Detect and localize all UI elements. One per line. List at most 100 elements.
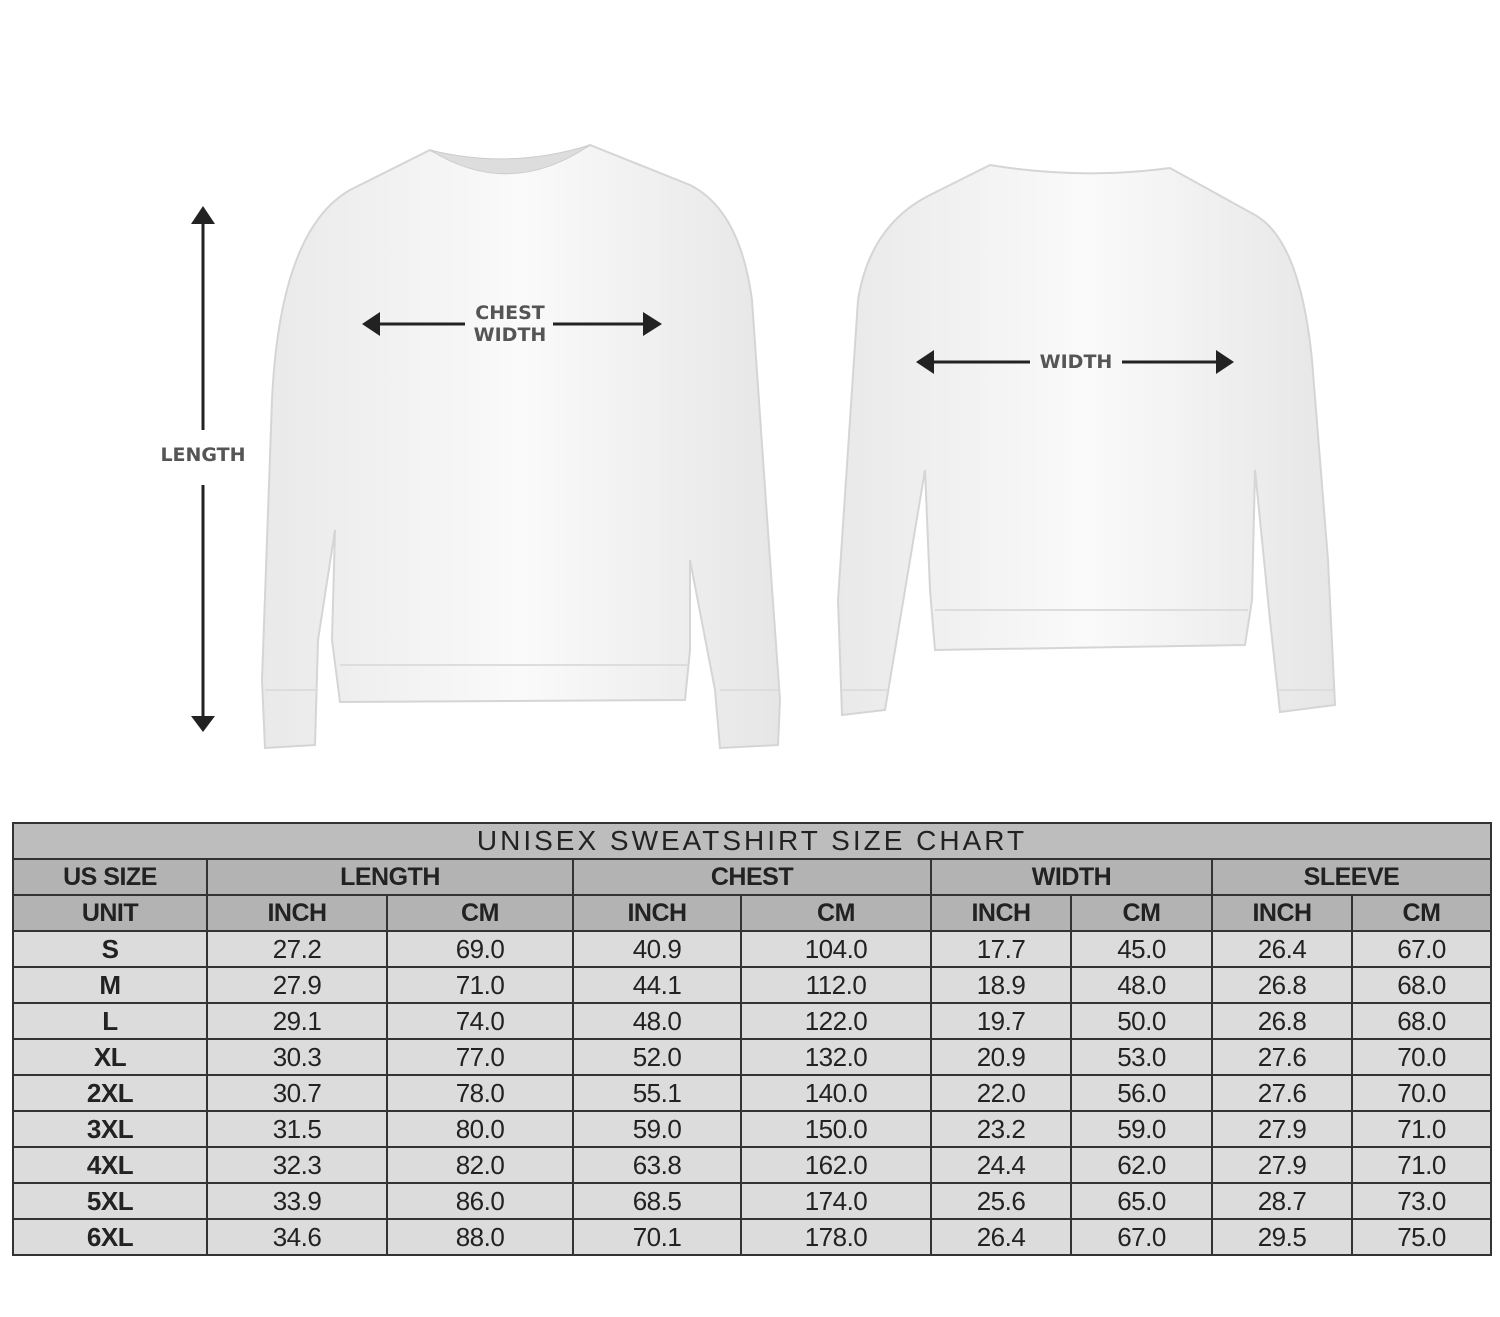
measurement-cell: 70.1 [572,1218,742,1256]
measurement-cell: 65.0 [1070,1182,1213,1220]
measurement-cell: 25.6 [930,1182,1072,1220]
measurement-cell: 24.4 [930,1146,1072,1184]
measurement-cell: 17.7 [930,930,1072,968]
measurement-cell: 32.3 [206,1146,388,1184]
measurement-cell: 174.0 [740,1182,932,1220]
measurement-cell: 55.1 [572,1074,742,1112]
measurement-cell: 178.0 [740,1218,932,1256]
measurement-cell: 70.0 [1351,1074,1492,1112]
measurement-cell: 27.9 [206,966,388,1004]
measurement-cell: 86.0 [386,1182,574,1220]
size-chart-table: UNISEX SWEATSHIRT SIZE CHART US SIZE LEN… [12,822,1492,1256]
measurement-cell: 68.0 [1351,1002,1492,1040]
header-length: LENGTH [206,858,574,896]
measurement-cell: 18.9 [930,966,1072,1004]
table-row: XL 30.3 77.0 52.0 132.0 20.9 53.0 27.6 70.0 [12,1038,1492,1076]
measurement-cell: 26.4 [1211,930,1353,968]
measurement-cell: 68.5 [572,1182,742,1220]
measurement-cell: 62.0 [1070,1146,1213,1184]
header-sleeve: SLEEVE [1211,858,1492,896]
measurement-cell: 29.5 [1211,1218,1353,1256]
measurement-cell: 27.2 [206,930,388,968]
group-header-row: US SIZE LENGTH CHEST WIDTH SLEEVE [12,858,1492,896]
table-row: 3XL 31.5 80.0 59.0 150.0 23.2 59.0 27.9 71.0 [12,1110,1492,1148]
measurement-cell: 73.0 [1351,1182,1492,1220]
chest-width-arrow [362,312,662,336]
measurement-cell: 28.7 [1211,1182,1353,1220]
size-cell: L [12,1002,208,1040]
sweatshirt-illustrations [191,143,1337,750]
unit-header: INCH [930,894,1072,932]
size-cell: 2XL [12,1074,208,1112]
unit-header: INCH [572,894,742,932]
table-row: 2XL 30.7 78.0 55.1 140.0 22.0 56.0 27.6 70.0 [12,1074,1492,1112]
measurement-cell: 48.0 [1070,966,1213,1004]
length-label: LENGTH [160,444,246,466]
length-arrow [191,206,215,732]
size-cell: M [12,966,208,1004]
measurement-cell: 44.1 [572,966,742,1004]
measurement-cell: 30.7 [206,1074,388,1112]
unit-header: UNIT [12,894,208,932]
measurement-cell: 63.8 [572,1146,742,1184]
unit-header: INCH [1211,894,1353,932]
measurement-cell: 53.0 [1070,1038,1213,1076]
measurement-cell: 30.3 [206,1038,388,1076]
measurement-cell: 69.0 [386,930,574,968]
measurement-cell: 70.0 [1351,1038,1492,1076]
measurement-cell: 27.6 [1211,1074,1353,1112]
table-row: L 29.1 74.0 48.0 122.0 19.7 50.0 26.8 68.0 [12,1002,1492,1040]
measurement-cell: 29.1 [206,1002,388,1040]
measurement-cell: 27.9 [1211,1146,1353,1184]
measurement-cell: 122.0 [740,1002,932,1040]
size-cell: XL [12,1038,208,1076]
chest-label-line2: WIDTH [473,324,547,346]
measurement-cell: 71.0 [386,966,574,1004]
unit-header: CM [1070,894,1213,932]
table-row: M 27.9 71.0 44.1 112.0 18.9 48.0 26.8 68.0 [12,966,1492,1004]
table-row: 6XL 34.6 88.0 70.1 178.0 26.4 67.0 29.5 75.0 [12,1218,1492,1256]
size-cell: 6XL [12,1218,208,1256]
width-arrow [916,350,1234,374]
measurement-cell: 59.0 [1070,1110,1213,1148]
table-row: 4XL 32.3 82.0 63.8 162.0 24.4 62.0 27.9 71.0 [12,1146,1492,1184]
measurement-cell: 59.0 [572,1110,742,1148]
measurement-cell: 45.0 [1070,930,1213,968]
measurement-cell: 80.0 [386,1110,574,1148]
measurement-cell: 162.0 [740,1146,932,1184]
header-width: WIDTH [930,858,1213,896]
table-row: S 27.2 69.0 40.9 104.0 17.7 45.0 26.4 67.0 [12,930,1492,968]
unit-header: INCH [206,894,388,932]
measurement-cell: 74.0 [386,1002,574,1040]
size-cell: S [12,930,208,968]
unit-header: CM [386,894,574,932]
measurement-cell: 71.0 [1351,1110,1492,1148]
front-sweatshirt [260,143,782,750]
size-cell: 5XL [12,1182,208,1220]
table-row: 5XL 33.9 86.0 68.5 174.0 25.6 65.0 28.7 73.0 [12,1182,1492,1220]
measurement-cell: 33.9 [206,1182,388,1220]
measurement-cell: 71.0 [1351,1146,1492,1184]
measurement-cell: 82.0 [386,1146,574,1184]
measurement-cell: 48.0 [572,1002,742,1040]
measurement-cell: 68.0 [1351,966,1492,1004]
measurement-cell: 26.8 [1211,966,1353,1004]
unit-header: CM [1351,894,1492,932]
measurement-cell: 132.0 [740,1038,932,1076]
measurement-cell: 26.8 [1211,1002,1353,1040]
measurement-cell: 56.0 [1070,1074,1213,1112]
measurement-cell: 23.2 [930,1110,1072,1148]
measurement-cell: 19.7 [930,1002,1072,1040]
measurement-cell: 77.0 [386,1038,574,1076]
width-label: WIDTH [1039,351,1113,373]
measurement-cell: 50.0 [1070,1002,1213,1040]
header-us-size: US SIZE [12,858,208,896]
measurement-cell: 104.0 [740,930,932,968]
measurement-cell: 40.9 [572,930,742,968]
measurement-cell: 140.0 [740,1074,932,1112]
back-sweatshirt [836,163,1337,717]
size-cell: 3XL [12,1110,208,1148]
measurement-cell: 27.9 [1211,1110,1353,1148]
measurement-cell: 22.0 [930,1074,1072,1112]
